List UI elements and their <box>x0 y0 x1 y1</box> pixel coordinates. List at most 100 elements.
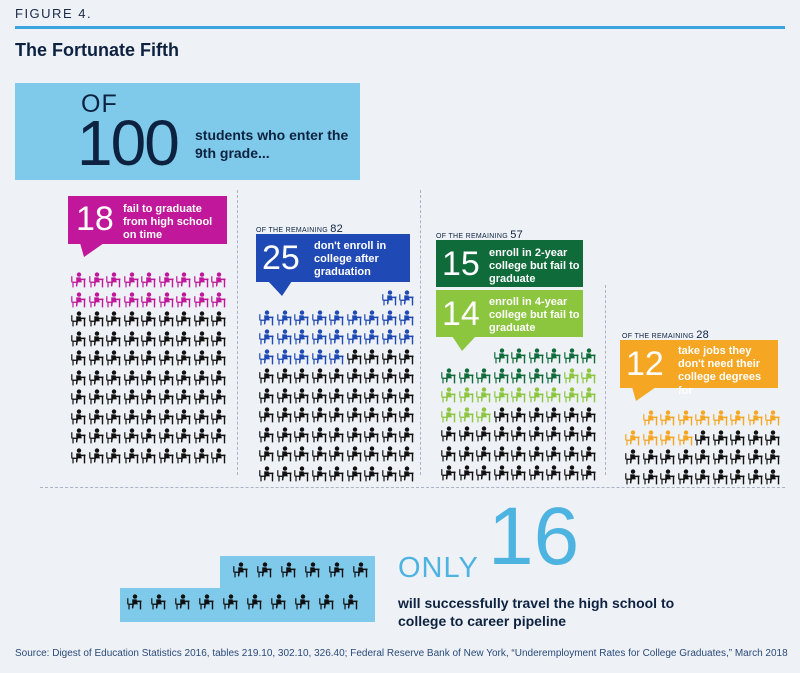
student-icon <box>458 406 474 423</box>
student-icon <box>140 369 156 386</box>
student-icon <box>712 449 728 465</box>
student-icon <box>475 465 491 481</box>
student-icon <box>381 387 397 404</box>
student-icon <box>475 426 491 442</box>
student-icon <box>311 426 327 443</box>
callout-pointer <box>632 387 656 401</box>
student-icon <box>88 447 104 464</box>
student-icon <box>293 368 309 384</box>
student-icon <box>729 429 745 446</box>
student-icon <box>659 410 675 426</box>
student-icon <box>293 329 309 345</box>
panel-divider <box>420 190 421 475</box>
student-icon <box>545 387 561 403</box>
student-icon <box>258 465 274 482</box>
student-icon <box>346 329 362 345</box>
student-icon <box>493 367 509 384</box>
student-icon <box>747 410 763 426</box>
student-icon <box>642 410 658 426</box>
callout-number: 18 <box>76 200 114 238</box>
student-icon <box>193 428 209 444</box>
callout-text: take jobs they don't need their college … <box>678 345 762 397</box>
student-icon <box>210 311 226 327</box>
student-icon <box>105 428 121 444</box>
student-icon <box>328 426 344 443</box>
remaining-number: 82 <box>330 223 344 235</box>
student-icon <box>175 447 191 464</box>
student-icon <box>175 291 191 308</box>
student-icon <box>346 309 362 326</box>
student-icon <box>193 389 209 405</box>
student-icon <box>677 410 693 426</box>
student-icon <box>624 449 640 465</box>
student-icon <box>88 311 104 327</box>
callout-text: enroll in 4-year college but fail to gra… <box>489 296 580 335</box>
student-icon <box>510 406 526 423</box>
student-icon <box>70 272 86 288</box>
student-icon <box>105 330 121 347</box>
student-icon <box>563 406 579 423</box>
student-icon <box>528 348 544 364</box>
student-icon <box>193 350 209 366</box>
student-icon <box>70 408 86 425</box>
student-icon <box>88 369 104 386</box>
student-icon <box>381 290 397 306</box>
student-icon <box>764 410 780 426</box>
student-icon <box>123 408 139 425</box>
student-icon <box>140 291 156 308</box>
student-icon <box>210 369 226 386</box>
student-icon <box>193 408 209 425</box>
student-icon <box>545 445 561 462</box>
student-icon <box>458 367 474 384</box>
callout-number: 15 <box>442 245 480 283</box>
student-icon <box>150 594 166 610</box>
remaining-label: OF THE REMAINING <box>256 227 328 234</box>
student-icon <box>398 387 414 404</box>
student-icon <box>210 350 226 366</box>
student-icon <box>381 309 397 326</box>
student-icon <box>70 389 86 405</box>
student-icon <box>105 369 121 386</box>
student-icon <box>346 446 362 462</box>
student-icon <box>624 468 640 485</box>
student-icon <box>158 408 174 425</box>
panel-divider <box>605 285 606 475</box>
student-icon <box>493 387 509 403</box>
student-icon <box>311 387 327 404</box>
figure-title: The Fortunate Fifth <box>15 40 179 60</box>
student-icon <box>642 468 658 485</box>
student-icon <box>440 406 456 423</box>
student-icon <box>276 368 292 384</box>
student-icon <box>398 329 414 345</box>
student-icon <box>580 445 596 462</box>
student-icon <box>580 387 596 403</box>
figure-label: FIGURE 4. <box>15 6 93 21</box>
student-icon <box>126 594 142 610</box>
student-icon <box>475 406 491 423</box>
student-icon <box>105 291 121 308</box>
student-icon <box>158 447 174 464</box>
student-icon <box>258 387 274 404</box>
student-icon <box>381 368 397 384</box>
student-icon <box>510 387 526 403</box>
student-icon <box>88 408 104 425</box>
icon-grid-panel-4 <box>624 410 784 484</box>
student-icon <box>346 426 362 443</box>
student-icon <box>677 468 693 485</box>
student-icon <box>493 348 509 364</box>
student-icon <box>475 445 491 462</box>
student-icon <box>105 272 121 288</box>
student-icon <box>694 449 710 465</box>
student-icon <box>105 311 121 327</box>
student-icon <box>440 445 456 462</box>
student-icon <box>70 369 86 386</box>
student-icon <box>70 447 86 464</box>
student-icon <box>123 311 139 327</box>
student-icon <box>712 429 728 446</box>
student-icon <box>232 562 248 578</box>
student-icon <box>175 428 191 444</box>
student-icon <box>381 465 397 482</box>
student-icon <box>642 429 658 446</box>
student-icon <box>158 311 174 327</box>
student-icon <box>123 291 139 308</box>
